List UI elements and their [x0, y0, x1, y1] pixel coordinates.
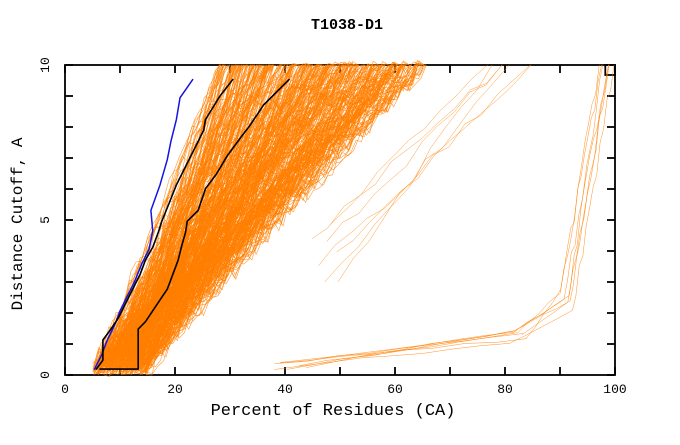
svg-text:0: 0	[38, 371, 53, 379]
svg-text:40: 40	[277, 382, 293, 397]
svg-text:60: 60	[387, 382, 403, 397]
svg-text:Distance Cutoff, A: Distance Cutoff, A	[9, 137, 27, 310]
svg-text:Percent of Residues (CA): Percent of Residues (CA)	[211, 402, 456, 421]
svg-text:80: 80	[497, 382, 513, 397]
svg-text:0: 0	[61, 382, 69, 397]
svg-text:100: 100	[603, 382, 626, 397]
svg-text:20: 20	[167, 382, 183, 397]
svg-text:5: 5	[38, 216, 53, 224]
svg-text:10: 10	[38, 57, 53, 73]
